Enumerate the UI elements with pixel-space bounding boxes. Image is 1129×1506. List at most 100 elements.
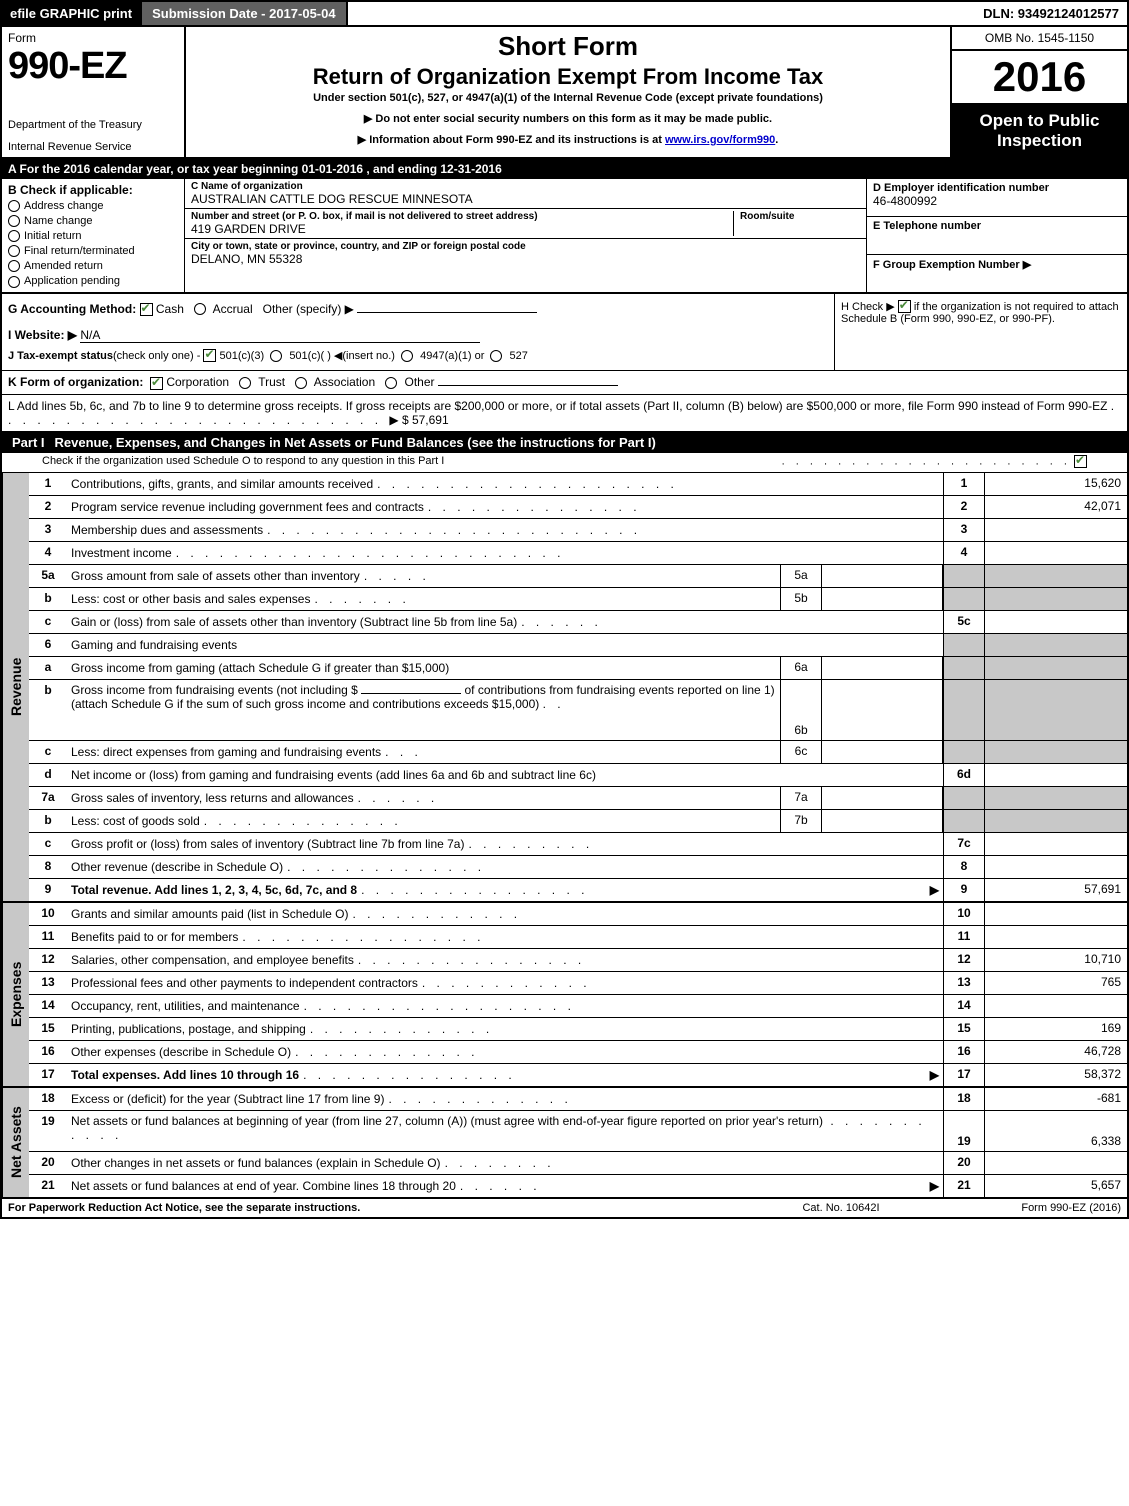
radio-accrual[interactable]	[194, 303, 206, 315]
city: DELANO, MN 55328	[191, 252, 526, 266]
line-desc: Benefits paid to or for members	[71, 930, 238, 944]
line-10: 10 Grants and similar amounts paid (list…	[29, 903, 1127, 926]
dots: . . .	[385, 745, 772, 759]
line-num: c	[29, 833, 67, 855]
column-def: D Employer identification number 46-4800…	[866, 179, 1127, 292]
omb-number: OMB No. 1545-1150	[952, 27, 1127, 51]
other-input[interactable]	[357, 312, 537, 313]
line-box: 13	[943, 972, 984, 994]
paperwork-notice: For Paperwork Reduction Act Notice, see …	[8, 1202, 741, 1214]
line-amount	[984, 542, 1127, 564]
opt-application-pending[interactable]: Application pending	[8, 275, 178, 287]
page-footer: For Paperwork Reduction Act Notice, see …	[2, 1197, 1127, 1217]
expenses-section: Expenses 10 Grants and similar amounts p…	[2, 901, 1127, 1086]
line-4: 4 Investment income. . . . . . . . . . .…	[29, 542, 1127, 565]
dots: . . . . . . . . . . . . . . . . . . . . …	[176, 546, 935, 560]
k-other-input[interactable]	[438, 385, 618, 386]
cat-number: Cat. No. 10642I	[741, 1202, 941, 1214]
line-num: a	[29, 657, 67, 679]
line-desc: Less: direct expenses from gaming and fu…	[71, 745, 381, 759]
radio-other[interactable]	[385, 377, 397, 389]
row-g: G Accounting Method: Cash Accrual Other …	[8, 302, 828, 316]
radio-icon	[8, 230, 20, 242]
opt-amended-return[interactable]: Amended return	[8, 260, 178, 272]
line-desc: Occupancy, rent, utilities, and maintena…	[71, 999, 300, 1013]
dots: . . . . . . . . . . . . . .	[287, 860, 935, 874]
sub-val	[822, 565, 943, 587]
info-grid: B Check if applicable: Address change Na…	[2, 179, 1127, 294]
line-box: 15	[943, 1018, 984, 1040]
line-num: 14	[29, 995, 67, 1017]
line-7a: 7a Gross sales of inventory, less return…	[29, 787, 1127, 810]
section-h: H Check ▶ if the organization is not req…	[834, 294, 1127, 371]
line-box: 21	[943, 1175, 984, 1197]
opt-name-change[interactable]: Name change	[8, 215, 178, 227]
line-amount: 10,710	[984, 949, 1127, 971]
radio-527[interactable]	[490, 350, 502, 362]
checkbox-corporation[interactable]	[150, 377, 163, 390]
k-trust: Trust	[258, 375, 285, 389]
j-rest: (check only one) -	[113, 350, 203, 362]
k-label: K Form of organization:	[8, 375, 143, 389]
line-amount	[984, 764, 1127, 786]
opt-label: Initial return	[24, 230, 81, 242]
checkbox-schedule-o[interactable]	[1074, 455, 1087, 468]
line-num: b	[29, 680, 67, 740]
phone-label: E Telephone number	[873, 220, 1121, 232]
info-note-prefix: ▶ Information about Form 990-EZ and its …	[358, 134, 665, 146]
line-amount	[984, 1152, 1127, 1174]
line-box: 6d	[943, 764, 984, 786]
arrow-icon: ▶	[930, 1179, 939, 1193]
accrual-label: Accrual	[213, 302, 253, 316]
radio-association[interactable]	[295, 377, 307, 389]
line-box: 9	[943, 879, 984, 901]
line-desc: Other changes in net assets or fund bala…	[71, 1156, 441, 1170]
line-num: c	[29, 741, 67, 763]
line-num: 5a	[29, 565, 67, 587]
dots: . . . . . .	[460, 1179, 926, 1193]
opt-final-return[interactable]: Final return/terminated	[8, 245, 178, 257]
line-17: 17 Total expenses. Add lines 10 through …	[29, 1064, 1127, 1086]
dots: . . . . . .	[358, 791, 772, 805]
j-label: J Tax-exempt status	[8, 350, 113, 362]
line-2: 2 Program service revenue including gove…	[29, 496, 1127, 519]
line-6d: d Net income or (loss) from gaming and f…	[29, 764, 1127, 787]
checkbox-cash[interactable]	[140, 303, 153, 316]
irs-link[interactable]: www.irs.gov/form990	[665, 134, 775, 146]
amount-input[interactable]	[361, 693, 461, 694]
city-row: City or town, state or province, country…	[185, 239, 866, 292]
row-j: J Tax-exempt status(check only one) - 50…	[8, 349, 828, 363]
sub-val	[822, 741, 943, 763]
line-box: 2	[943, 496, 984, 518]
form-label: Form	[8, 31, 178, 45]
radio-501c[interactable]	[270, 350, 282, 362]
line-desc: Less: cost or other basis and sales expe…	[71, 592, 310, 606]
checkbox-schedule-b[interactable]	[898, 300, 911, 313]
line-desc: Other expenses (describe in Schedule O)	[71, 1045, 291, 1059]
sub-box: 6a	[780, 657, 822, 679]
submission-date: Submission Date - 2017-05-04	[140, 2, 348, 25]
row-k: K Form of organization: Corporation Trus…	[2, 371, 1127, 394]
radio-trust[interactable]	[239, 377, 251, 389]
line-num: 7a	[29, 787, 67, 809]
checkbox-501c3[interactable]	[203, 349, 216, 362]
efile-print-button[interactable]: efile GRAPHIC print	[2, 2, 140, 25]
form-subtitle: Under section 501(c), 527, or 4947(a)(1)…	[192, 92, 944, 104]
form-container: efile GRAPHIC print Submission Date - 20…	[0, 0, 1129, 1219]
opt-address-change[interactable]: Address change	[8, 200, 178, 212]
net-assets-lines: 18 Excess or (deficit) for the year (Sub…	[29, 1088, 1127, 1197]
sub-val	[822, 588, 943, 610]
line-8: 8 Other revenue (describe in Schedule O)…	[29, 856, 1127, 879]
l-text: L Add lines 5b, 6c, and 7b to line 9 to …	[8, 399, 1107, 413]
dots: . . . . . . . . . . . . . . . .	[361, 883, 926, 897]
sub-box: 6c	[780, 741, 822, 763]
radio-icon	[8, 200, 20, 212]
line-amount	[984, 833, 1127, 855]
radio-4947[interactable]	[401, 350, 413, 362]
line-6b: b Gross income from fundraising events (…	[29, 680, 1127, 741]
line-desc: Contributions, gifts, grants, and simila…	[71, 477, 373, 491]
line-19: 19 Net assets or fund balances at beginn…	[29, 1111, 1127, 1152]
line-16: 16 Other expenses (describe in Schedule …	[29, 1041, 1127, 1064]
opt-initial-return[interactable]: Initial return	[8, 230, 178, 242]
line-amount: 42,071	[984, 496, 1127, 518]
